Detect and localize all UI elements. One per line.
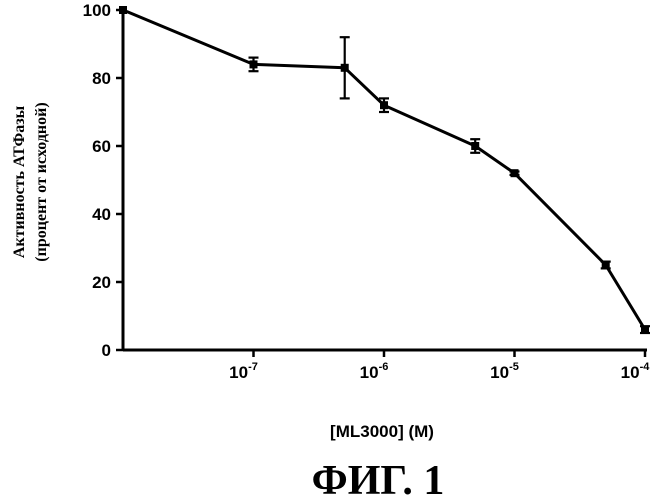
chart-axes: 0 20 40 60 80 100 10-7 10-6 10-5 10-4 xyxy=(83,1,651,382)
y-tick-label: 20 xyxy=(92,273,111,292)
series-line xyxy=(123,10,645,330)
y-tick-label: 100 xyxy=(83,1,111,20)
x-axis-label: [ML3000] (M) xyxy=(330,422,434,441)
data-point xyxy=(250,60,258,68)
y-tick-label: 80 xyxy=(92,69,111,88)
chart-series xyxy=(119,6,650,334)
x-tick-label: 10-4 xyxy=(621,361,651,382)
y-axis-label-line-1: Активность АТФазы xyxy=(11,105,28,258)
data-point xyxy=(641,326,649,334)
data-point xyxy=(511,169,519,177)
y-tick-label: 0 xyxy=(102,341,111,360)
data-point xyxy=(119,6,127,14)
data-point xyxy=(602,261,610,269)
x-tick-label: 10-6 xyxy=(360,361,389,382)
data-point xyxy=(471,142,479,150)
chart-labels: Активность АТФазы (процент от исходной) … xyxy=(11,102,444,500)
figure-caption: ФИГ. 1 xyxy=(312,458,445,500)
y-axis-label-line-2: (процент от исходной) xyxy=(33,102,50,261)
y-tick-label: 40 xyxy=(92,205,111,224)
x-tick-label: 10-7 xyxy=(229,361,258,382)
data-point xyxy=(341,64,349,72)
data-point xyxy=(380,101,388,109)
x-tick-label: 10-5 xyxy=(490,361,519,382)
y-tick-label: 60 xyxy=(92,137,111,156)
